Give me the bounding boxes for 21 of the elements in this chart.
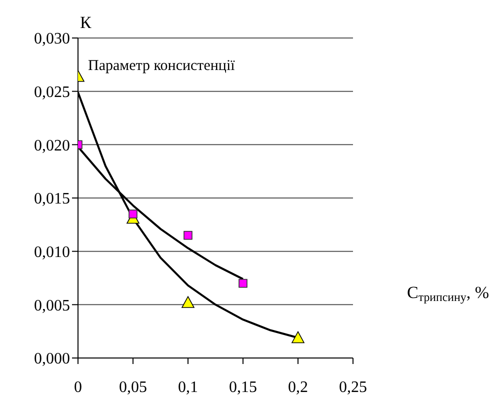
x-tick-label: 0,2 <box>288 379 308 396</box>
y-tick-label: 0,005 <box>34 297 70 314</box>
annotation: Параметр консистенції <box>88 58 235 75</box>
x-tick-label: 0,1 <box>178 379 198 396</box>
y-tick-label: 0,025 <box>34 84 70 102</box>
point <box>128 210 138 218</box>
x-axis-title: C$_{трипсину}$, % <box>407 283 489 304</box>
y-tick-label: 0,030 <box>34 30 70 48</box>
point <box>184 230 192 240</box>
y-axis-title: К <box>80 13 92 32</box>
x-tick-label: 0,25 <box>339 379 367 396</box>
x-tick-label: 0,15 <box>229 379 257 396</box>
point <box>292 331 304 344</box>
y-tick-label: 0,015 <box>34 190 70 208</box>
x-tick-label: 0,05 <box>119 379 147 396</box>
point <box>238 278 248 288</box>
y-tick-label: 0,000 <box>34 350 70 368</box>
y-tick-label: 0,020 <box>34 137 70 154</box>
point <box>182 296 194 308</box>
y-tick-label: 0,010 <box>34 244 70 262</box>
x-tick-label: 0 <box>74 379 82 396</box>
